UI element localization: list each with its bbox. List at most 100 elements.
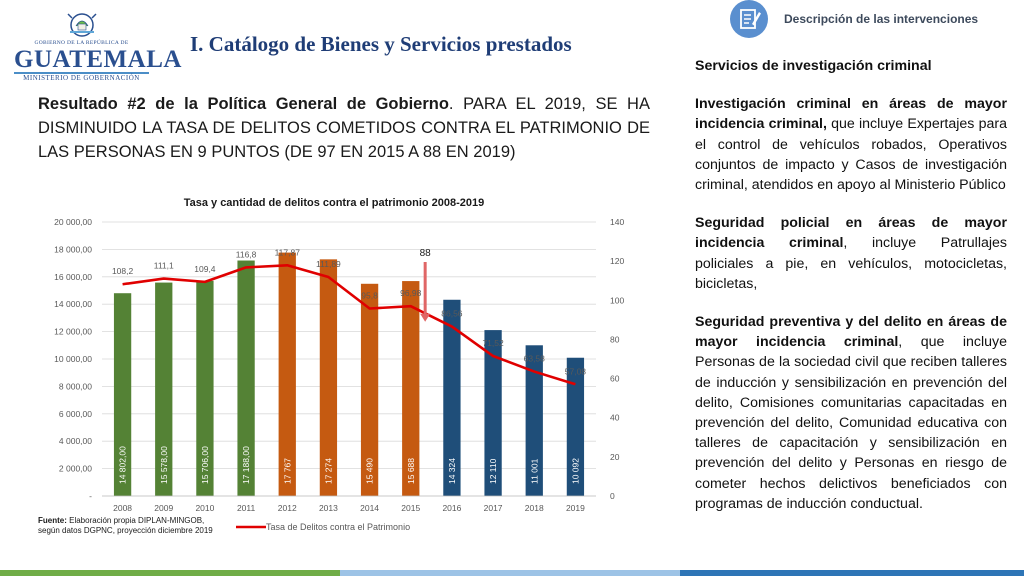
interventions-description: Servicios de investigación criminal Inve… [695, 56, 1007, 514]
intervention-item: Seguridad policial en áreas de mayor inc… [695, 213, 1007, 294]
y-tick-label: 14 000,00 [54, 299, 92, 309]
right-header-label: Descripción de las intervenciones [784, 12, 979, 26]
intervention-item: Seguridad preventiva y del delito en áre… [695, 312, 1007, 514]
rate-value-label: 111,1 [154, 261, 174, 271]
bar-value-label: 10 092 [570, 458, 580, 484]
source-line1: Elaboración propia DIPLAN-MINGOB, [66, 516, 205, 525]
annotation-label: 88 [420, 248, 432, 259]
logo-top-text: GOBIERNO DE LA REPÚBLICA DE [34, 40, 129, 46]
bar-value-label: 17 767 [282, 458, 292, 484]
intervention-desc: que incluye Expertajes para el control d… [695, 116, 1007, 194]
coat-of-arms-icon [67, 13, 97, 37]
crime-chart: Tasa y cantidad de delitos contra el pat… [54, 197, 624, 532]
bar-value-label: 14 802,00 [118, 446, 128, 484]
rate-value-label: 71,52 [482, 338, 504, 348]
x-axis-ticks: 2008 2009 2010 2011 2012 2013 2014 2015 2016 2017… [102, 495, 596, 513]
logo-stripe [14, 72, 149, 74]
guatemala-logo: GOBIERNO DE LA REPÚBLICA DE GUATEMALA MI… [14, 10, 182, 82]
chart-legend: Tasa de Delitos contra el Patrimonio [236, 522, 410, 532]
x-tick-label: 2014 [360, 503, 379, 513]
y-tick-label: 16 000,00 [54, 272, 92, 282]
intervention-item: Investigación criminal en áreas de mayor… [695, 94, 1007, 195]
annotation-arrowhead [420, 313, 431, 322]
intervention-title: Investigación criminal en áreas de mayor… [695, 96, 1007, 133]
y-tick-label: 2 000,00 [59, 464, 92, 474]
chart-annotation: 88 [420, 248, 432, 322]
result-rest: . PARA EL 2019, SE HA DISMINUIDO LA TASA… [38, 95, 650, 161]
intervention-title: Seguridad policial en áreas de mayor inc… [695, 215, 1007, 252]
source-label: Fuente: [38, 516, 67, 525]
x-tick-label: 2011 [237, 503, 256, 513]
bottom-color-bar [0, 570, 1024, 576]
rate-value-label: 86,56 [441, 309, 463, 319]
bar [525, 345, 543, 496]
rate-value-label: 63,58 [524, 354, 546, 364]
y-tick-label: 8 000,00 [59, 381, 92, 391]
y2-tick-label: 40 [610, 413, 620, 423]
x-tick-label: 2015 [401, 503, 420, 513]
logo-brand: GUATEMALA [14, 46, 182, 73]
x-tick-label: 2009 [154, 503, 173, 513]
x-tick-label: 2016 [442, 503, 461, 513]
rate-value-label: 111,89 [316, 259, 341, 269]
rate-line [122, 264, 576, 386]
bar-value-label: 15 688 [406, 458, 416, 484]
bar-value-label: 11 001 [529, 458, 539, 484]
bar-value-label: 17 188,00 [241, 446, 251, 484]
x-tick-label: 2018 [525, 503, 544, 513]
y-tick-label: 6 000,00 [59, 409, 92, 419]
right-header: Descripción de las intervenciones [730, 0, 1024, 38]
rate-value-label: 116,8 [236, 249, 257, 259]
bar-value-label: 15 706,00 [200, 446, 210, 484]
bar-value-label: 12 110 [488, 458, 498, 484]
y-tick-label: - [89, 491, 92, 501]
bar [319, 259, 338, 496]
x-tick-label: 2013 [319, 503, 338, 513]
chart-title: Tasa y cantidad de delitos contra el pat… [184, 197, 485, 209]
bar [402, 281, 420, 496]
legend-label: Tasa de Delitos contra el Patrimonio [266, 522, 410, 532]
rate-line-series: 108,2 111,1 109,4 116,8 117,87 111,89 95,8 96,9… [112, 247, 587, 386]
bar-value-label: 15 578,00 [159, 446, 169, 484]
y2-tick-label: 120 [610, 256, 624, 266]
edit-icon [730, 0, 768, 38]
result-bold: Resultado #2 de la Política General de G… [38, 95, 449, 113]
y-tick-label: 4 000,00 [59, 436, 92, 446]
x-tick-label: 2012 [278, 503, 297, 513]
bar [484, 330, 502, 496]
x-tick-label: 2017 [484, 503, 503, 513]
x-tick-label: 2010 [195, 503, 214, 513]
y2-tick-label: 60 [610, 374, 620, 384]
rate-value-label: 109,4 [194, 264, 216, 274]
rate-value-label: 117,87 [275, 247, 301, 257]
bar-series: 14 802,00 15 578,00 15 706,00 17 188,00 17 7… [113, 252, 585, 496]
intervention-title: Seguridad preventiva y del delito en áre… [695, 314, 1007, 351]
x-tick-label: 2008 [113, 503, 132, 513]
bar-value-label: 15 490 [365, 458, 375, 484]
y2-tick-label: 0 [610, 491, 615, 501]
y2-tick-label: 80 [610, 334, 620, 344]
y-tick-label: 12 000,00 [54, 327, 92, 337]
y2-tick-label: 100 [610, 295, 624, 305]
bar [113, 293, 132, 496]
bar-value-label: 17 274 [323, 458, 333, 484]
result-statement: Resultado #2 de la Política General de G… [38, 92, 650, 164]
y2-tick-label: 140 [610, 217, 624, 227]
intervention-desc: , incluye Patrullajes policiales a pie, … [695, 235, 1007, 292]
bar [278, 252, 296, 496]
y2-tick-label: 20 [610, 452, 620, 462]
x-tick-label: 2019 [566, 503, 585, 513]
rate-value-label: 96,98 [400, 288, 422, 298]
y2-axis-ticks: 0 20 40 60 80 100 120 140 [610, 217, 624, 501]
bar [237, 260, 255, 496]
source-line2: según datos DGPNC, proyección diciembre … [38, 526, 213, 535]
y-tick-label: 20 000,00 [54, 217, 92, 227]
bar [196, 280, 214, 496]
y-tick-label: 18 000,00 [54, 244, 92, 254]
rate-value-label: 57,08 [565, 366, 587, 376]
bar [155, 282, 173, 496]
interventions-heading: Servicios de investigación criminal [695, 58, 932, 74]
page-title: I. Catálogo de Bienes y Servicios presta… [190, 32, 572, 56]
y-axis-ticks: - 2 000,00 4 000,00 6 000,00 8 000,00 10 000,… [54, 217, 92, 501]
bar [360, 283, 379, 496]
